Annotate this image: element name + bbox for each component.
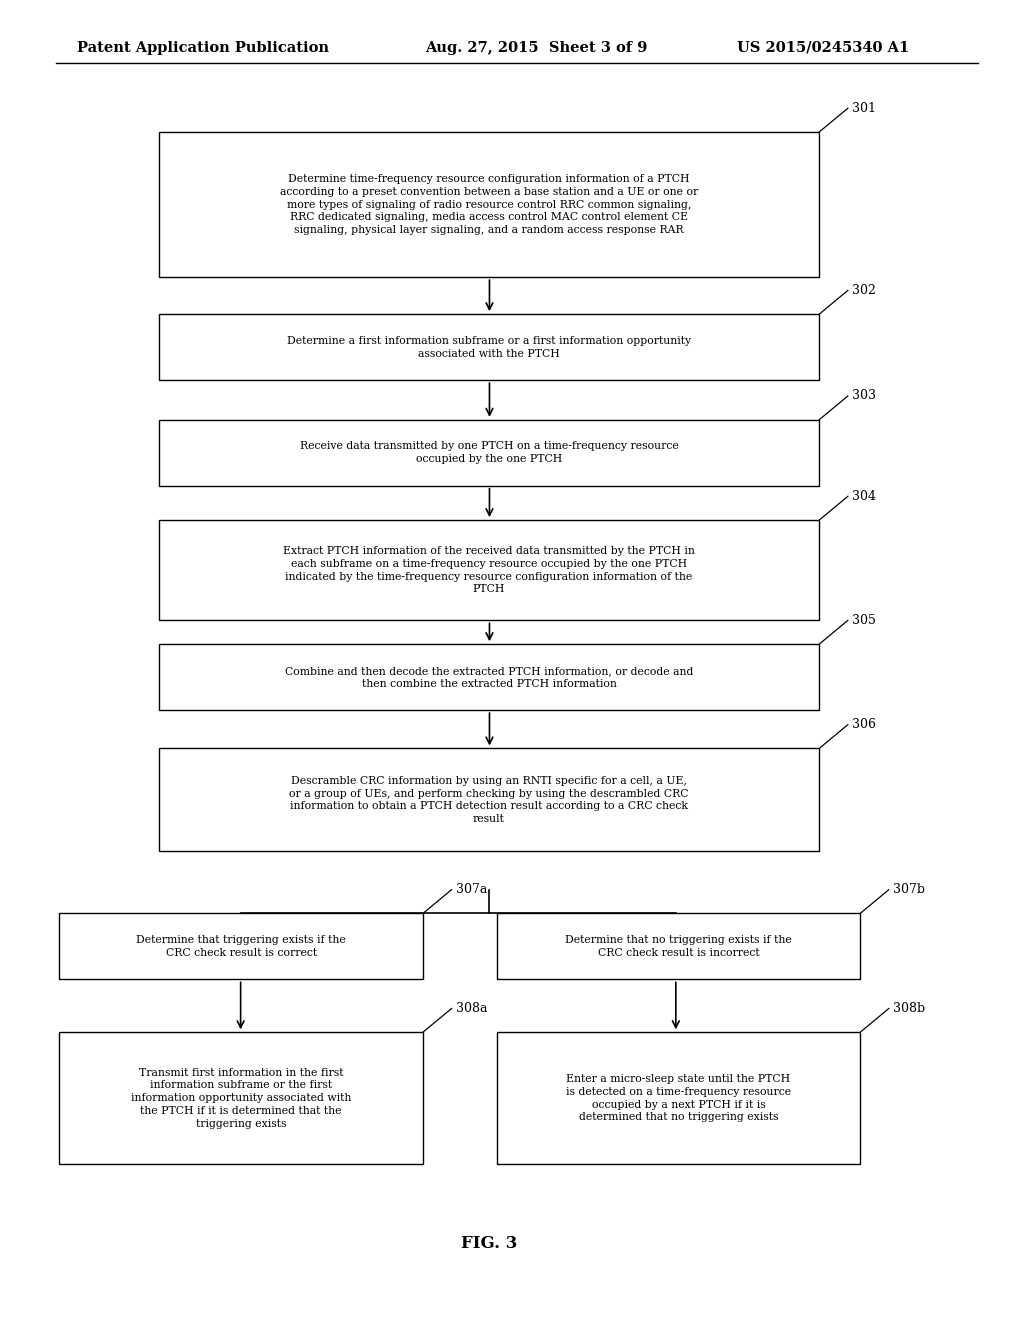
Text: 308a: 308a <box>456 1002 487 1015</box>
Text: Enter a micro-sleep state until the PTCH
is detected on a time-frequency resourc: Enter a micro-sleep state until the PTCH… <box>566 1074 791 1122</box>
Bar <box>159 644 819 710</box>
Text: 302: 302 <box>852 284 876 297</box>
Bar <box>59 1032 423 1164</box>
Bar <box>159 748 819 851</box>
Text: Extract PTCH information of the received data transmitted by the PTCH in
each su: Extract PTCH information of the received… <box>283 546 695 594</box>
Bar <box>497 1032 860 1164</box>
Text: Combine and then decode the extracted PTCH information, or decode and
then combi: Combine and then decode the extracted PT… <box>285 665 693 689</box>
Text: Receive data transmitted by one PTCH on a time-frequency resource
occupied by th: Receive data transmitted by one PTCH on … <box>300 441 678 465</box>
Text: Determine that no triggering exists if the
CRC check result is incorrect: Determine that no triggering exists if t… <box>565 935 792 958</box>
Text: Patent Application Publication: Patent Application Publication <box>77 41 329 54</box>
Text: Determine a first information subframe or a first information opportunity
associ: Determine a first information subframe o… <box>287 335 691 359</box>
Text: Determine that triggering exists if the
CRC check result is correct: Determine that triggering exists if the … <box>136 935 346 958</box>
Text: Aug. 27, 2015  Sheet 3 of 9: Aug. 27, 2015 Sheet 3 of 9 <box>425 41 647 54</box>
Text: 304: 304 <box>852 490 876 503</box>
Bar <box>497 913 860 979</box>
Text: Transmit first information in the first
information subframe or the first
inform: Transmit first information in the first … <box>131 1068 351 1129</box>
Bar <box>159 314 819 380</box>
Text: 305: 305 <box>852 614 876 627</box>
Text: US 2015/0245340 A1: US 2015/0245340 A1 <box>737 41 909 54</box>
Bar <box>59 913 423 979</box>
Bar <box>159 520 819 620</box>
Bar <box>159 420 819 486</box>
Text: FIG. 3: FIG. 3 <box>461 1236 518 1251</box>
Text: Descramble CRC information by using an RNTI specific for a cell, a UE,
or a grou: Descramble CRC information by using an R… <box>289 776 689 824</box>
Text: 306: 306 <box>852 718 876 731</box>
Text: 303: 303 <box>852 389 876 403</box>
Text: 301: 301 <box>852 102 876 115</box>
Text: Determine time-frequency resource configuration information of a PTCH
according : Determine time-frequency resource config… <box>280 174 698 235</box>
Text: 307a: 307a <box>456 883 487 896</box>
Text: 307b: 307b <box>893 883 925 896</box>
Bar <box>159 132 819 277</box>
Text: 308b: 308b <box>893 1002 925 1015</box>
